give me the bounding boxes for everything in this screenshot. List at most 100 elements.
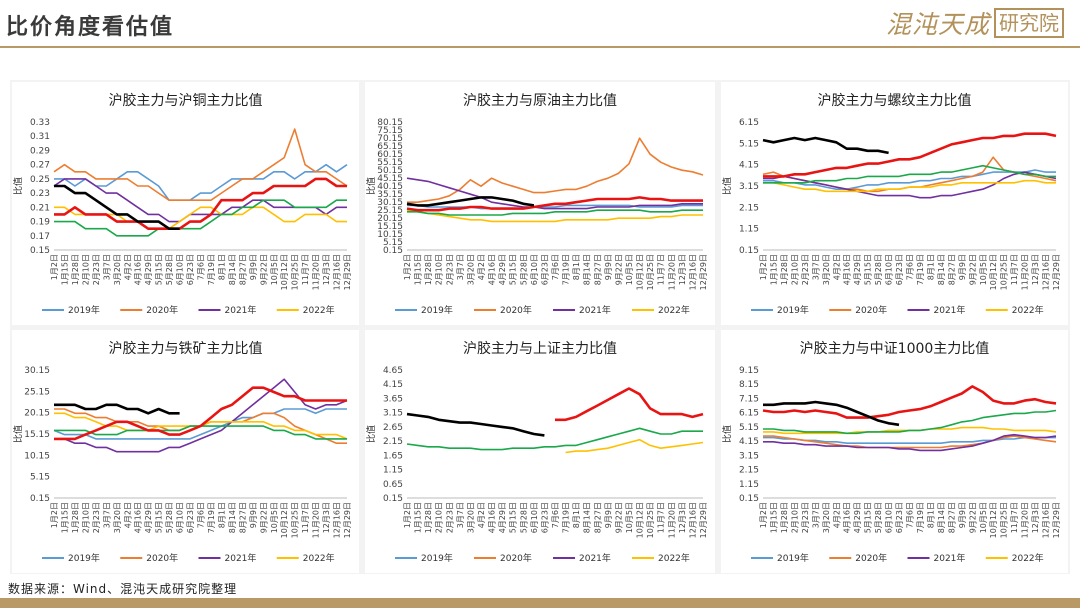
x-tick-label: 7月19日: [207, 254, 216, 285]
y-tick-label: 40.15: [377, 182, 403, 192]
x-tick-label: 1月28日: [780, 502, 789, 533]
x-tick-label: 5月15日: [155, 254, 164, 285]
legend-label: 2020年: [855, 552, 887, 564]
x-tick-label: 9月22日: [968, 254, 977, 285]
series-line-3: [406, 177, 703, 210]
y-tick-label: 4.65: [383, 366, 403, 376]
series-line-1: [763, 436, 1056, 444]
x-tick-label: 9月22日: [259, 254, 268, 285]
header-rule: [0, 46, 1080, 48]
y-tick-label: 1.15: [739, 225, 759, 235]
y-tick-label: 3.15: [739, 182, 759, 192]
x-tick-label: 3月7日: [456, 502, 465, 528]
legend-label: 2021年: [225, 552, 257, 564]
x-tick-label: 11月20日: [667, 502, 676, 538]
x-tick-label: 3月20日: [113, 502, 122, 533]
x-tick-label: 7月6日: [197, 502, 206, 528]
y-axis-label: 比值: [721, 425, 733, 443]
x-tick-label: 10月25日: [291, 254, 300, 290]
y-tick-label: 0.15: [30, 494, 50, 504]
y-tick-label: 55.15: [377, 158, 403, 168]
x-tick-label: 6月23日: [895, 254, 904, 285]
x-tick-label: 10月25日: [1000, 502, 1009, 538]
data-source-note: 数据来源：Wind、混沌天成研究院整理: [8, 582, 238, 596]
x-tick-label: 1月2日: [403, 502, 412, 528]
brand-suffix: 研究院: [994, 8, 1064, 38]
x-tick-label: 2月23日: [801, 254, 810, 285]
x-tick-label: 11月20日: [667, 254, 676, 290]
x-tick-label: 7月6日: [906, 254, 915, 280]
chart-panel-4: 沪胶主力与铁矿主力比值 0.15 5.15 10.15 15.15 20.15 25.15 3…: [12, 330, 359, 573]
x-tick-label: 1月15日: [769, 254, 778, 285]
legend-label: 2020年: [146, 552, 178, 564]
x-tick-label: 1月2日: [403, 254, 412, 280]
x-tick-label: 6月10日: [530, 502, 539, 533]
series-line-1: [53, 408, 347, 440]
x-tick-label: 2月23日: [445, 254, 454, 285]
series-line-6: [762, 385, 1057, 419]
y-axis-label: 比值: [365, 177, 377, 195]
y-tick-label: 50.15: [377, 166, 403, 176]
x-tick-label: 5月15日: [509, 502, 518, 533]
x-tick-label: 8月27日: [238, 502, 247, 533]
y-tick-label: 8.15: [739, 380, 759, 390]
x-tick-label: 8月27日: [593, 502, 602, 533]
x-tick-label: 6月10日: [885, 254, 894, 285]
y-tick-label: 0.29: [30, 146, 50, 156]
x-tick-label: 12月16日: [688, 254, 697, 290]
x-tick-label: 12月16日: [688, 502, 697, 538]
x-tick-label: 10月5日: [979, 254, 988, 285]
y-tick-label: 1.65: [383, 451, 403, 461]
x-tick-label: 9月9日: [604, 254, 613, 280]
x-tick-label: 9月9日: [249, 502, 258, 528]
series-line-3: [565, 438, 704, 454]
x-tick-label: 5月15日: [864, 502, 873, 533]
x-tick-label: 11月7日: [657, 254, 666, 285]
x-tick-label: 8月14日: [583, 254, 592, 285]
x-tick-label: 3月20日: [822, 502, 831, 533]
y-tick-label: 20.15: [377, 214, 403, 224]
x-tick-label: 3月20日: [466, 502, 475, 533]
y-tick-label: 80.15: [377, 118, 403, 128]
brand-name: 混沌天成: [885, 10, 990, 39]
x-tick-label: 6月23日: [895, 502, 904, 533]
x-tick-label: 7月6日: [551, 502, 560, 528]
y-tick-label: 25.15: [377, 206, 403, 216]
x-tick-label: 8月1日: [572, 502, 581, 528]
x-tick-label: 12月3日: [1031, 502, 1040, 533]
x-tick-label: 10月25日: [646, 502, 655, 538]
series-line-4: [406, 209, 703, 223]
x-tick-label: 6月10日: [530, 254, 539, 285]
legend-label: 2021年: [934, 552, 966, 564]
y-tick-label: 6.15: [739, 118, 759, 128]
x-tick-label: 1月28日: [424, 502, 433, 533]
x-tick-label: 6月23日: [540, 502, 549, 533]
x-tick-label: 4月29日: [144, 502, 153, 533]
x-tick-label: 3月20日: [113, 254, 122, 285]
series-line-1: [54, 163, 348, 201]
chart-panel-1: 沪胶主力与沪铜主力比值 0.15 0.17 0.19 0.21 0.23 0.25 0.27 0…: [12, 82, 359, 325]
x-tick-label: 11月7日: [1010, 502, 1019, 533]
x-tick-label: 12月3日: [678, 502, 687, 533]
y-tick-label: 10.15: [24, 451, 50, 461]
x-tick-label: 2月10日: [435, 502, 444, 533]
y-tick-label: 0.33: [30, 118, 50, 128]
legend-label: 2021年: [579, 552, 611, 564]
x-tick-label: 1月15日: [414, 502, 423, 533]
x-tick-label: 4月16日: [843, 502, 852, 533]
x-tick-label: 2月23日: [92, 502, 101, 533]
y-tick-label: 15.15: [24, 430, 50, 440]
x-tick-label: 11月7日: [1010, 254, 1019, 285]
y-tick-label: 0.15: [30, 246, 50, 256]
legend-label: 2022年: [303, 552, 335, 564]
series-line-2: [763, 435, 1057, 449]
x-tick-label: 2月10日: [81, 254, 90, 285]
x-tick-label: 1月15日: [60, 254, 69, 285]
x-tick-label: 9月9日: [958, 254, 967, 280]
series-line-2: [555, 387, 704, 422]
series-line-4: [406, 412, 545, 437]
y-tick-label: 15.15: [377, 222, 403, 232]
y-tick-label: 7.15: [739, 394, 759, 404]
y-tick-label: 2.15: [739, 466, 759, 476]
legend-label: 2022年: [303, 304, 335, 316]
